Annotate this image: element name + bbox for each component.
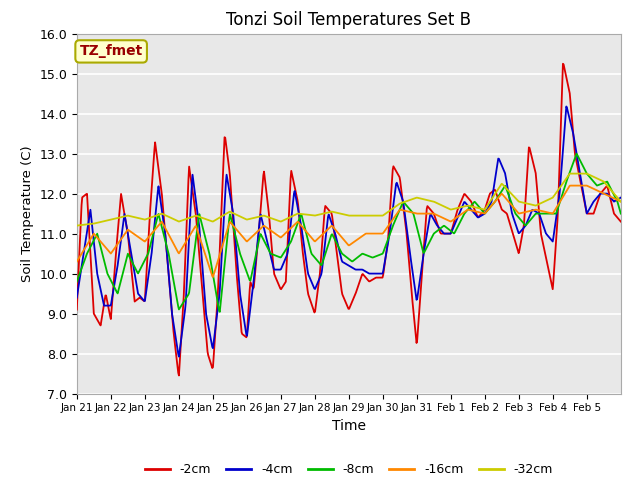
-4cm	[73, 295, 81, 300]
-32cm	[106, 217, 114, 223]
Y-axis label: Soil Temperature (C): Soil Temperature (C)	[20, 145, 34, 282]
-8cm	[390, 222, 397, 228]
-16cm	[486, 204, 494, 210]
-16cm	[420, 211, 428, 216]
X-axis label: Time: Time	[332, 419, 366, 433]
-16cm	[73, 259, 81, 264]
-8cm	[617, 211, 625, 216]
-2cm	[73, 307, 81, 312]
-32cm	[403, 198, 411, 204]
Line: -32cm: -32cm	[77, 174, 621, 226]
Legend: -2cm, -4cm, -8cm, -16cm, -32cm: -2cm, -4cm, -8cm, -16cm, -32cm	[140, 458, 558, 480]
-4cm	[542, 230, 550, 236]
-8cm	[420, 250, 428, 256]
-2cm	[559, 61, 567, 67]
-4cm	[486, 202, 494, 207]
-2cm	[175, 372, 183, 378]
Text: TZ_fmet: TZ_fmet	[79, 44, 143, 59]
Title: Tonzi Soil Temperatures Set B: Tonzi Soil Temperatures Set B	[227, 11, 471, 29]
-2cm	[542, 254, 550, 260]
-32cm	[566, 171, 574, 177]
-2cm	[106, 313, 114, 319]
-2cm	[390, 163, 397, 169]
-4cm	[404, 233, 412, 239]
-8cm	[542, 211, 550, 216]
Line: -8cm: -8cm	[77, 154, 621, 312]
-2cm	[486, 191, 494, 196]
-16cm	[390, 216, 397, 222]
-8cm	[73, 279, 81, 285]
-32cm	[486, 200, 493, 205]
-4cm	[106, 303, 114, 309]
-8cm	[404, 204, 412, 210]
-32cm	[617, 199, 625, 204]
-16cm	[617, 199, 625, 204]
-8cm	[573, 151, 580, 156]
-4cm	[617, 195, 625, 201]
-16cm	[106, 250, 114, 256]
-32cm	[73, 223, 81, 228]
-4cm	[420, 248, 428, 254]
-16cm	[566, 183, 574, 189]
-32cm	[541, 198, 549, 204]
-2cm	[404, 243, 412, 249]
-4cm	[175, 354, 183, 360]
-16cm	[404, 209, 412, 215]
-2cm	[420, 242, 428, 248]
-2cm	[617, 219, 625, 225]
-4cm	[563, 104, 570, 109]
-16cm	[542, 209, 550, 215]
-8cm	[216, 309, 223, 315]
-16cm	[209, 274, 217, 280]
-32cm	[419, 196, 427, 202]
-4cm	[390, 202, 397, 207]
Line: -16cm: -16cm	[77, 186, 621, 277]
-32cm	[389, 206, 397, 212]
-8cm	[486, 204, 494, 210]
Line: -2cm: -2cm	[77, 64, 621, 375]
-8cm	[106, 276, 114, 282]
Line: -4cm: -4cm	[77, 107, 621, 357]
